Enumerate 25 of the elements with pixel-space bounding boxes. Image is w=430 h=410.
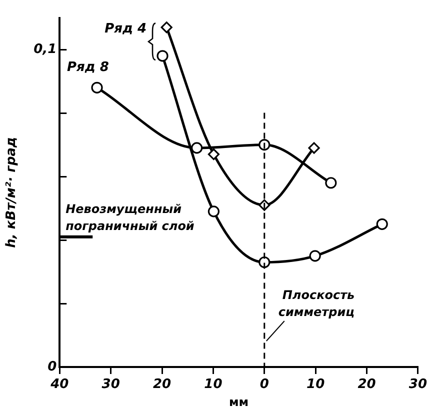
series-label: Ряд 4: [104, 22, 147, 37]
x-tick-label: 40: [50, 377, 69, 392]
x-tick-label: 10: [204, 377, 222, 392]
point: [325, 177, 337, 189]
point: [91, 82, 103, 94]
point: [208, 148, 220, 160]
x-tick-label: 10: [306, 377, 325, 392]
series-label: Ряд 8: [67, 60, 109, 76]
point: [191, 142, 203, 154]
point: [208, 206, 220, 218]
ref-line-label: Невозмущенный пограничный слой: [66, 202, 195, 233]
point: [309, 250, 321, 262]
x-tick-label: 20: [152, 377, 172, 392]
y-axis-title: h, кВт/м²· град: [4, 136, 20, 248]
point: [308, 142, 320, 154]
ref-line-label: Плоскость симметриц: [278, 288, 355, 319]
x-axis-title: мм: [228, 394, 249, 409]
x-tick-label: 20: [358, 377, 376, 392]
x-tick-label: 30: [102, 377, 120, 392]
x-tick-label: 30: [408, 377, 427, 392]
x-tick-label: 0: [260, 377, 269, 392]
point: [156, 50, 168, 62]
point: [160, 22, 172, 34]
y-tick-label: 0,1: [34, 42, 57, 57]
point: [376, 218, 388, 230]
